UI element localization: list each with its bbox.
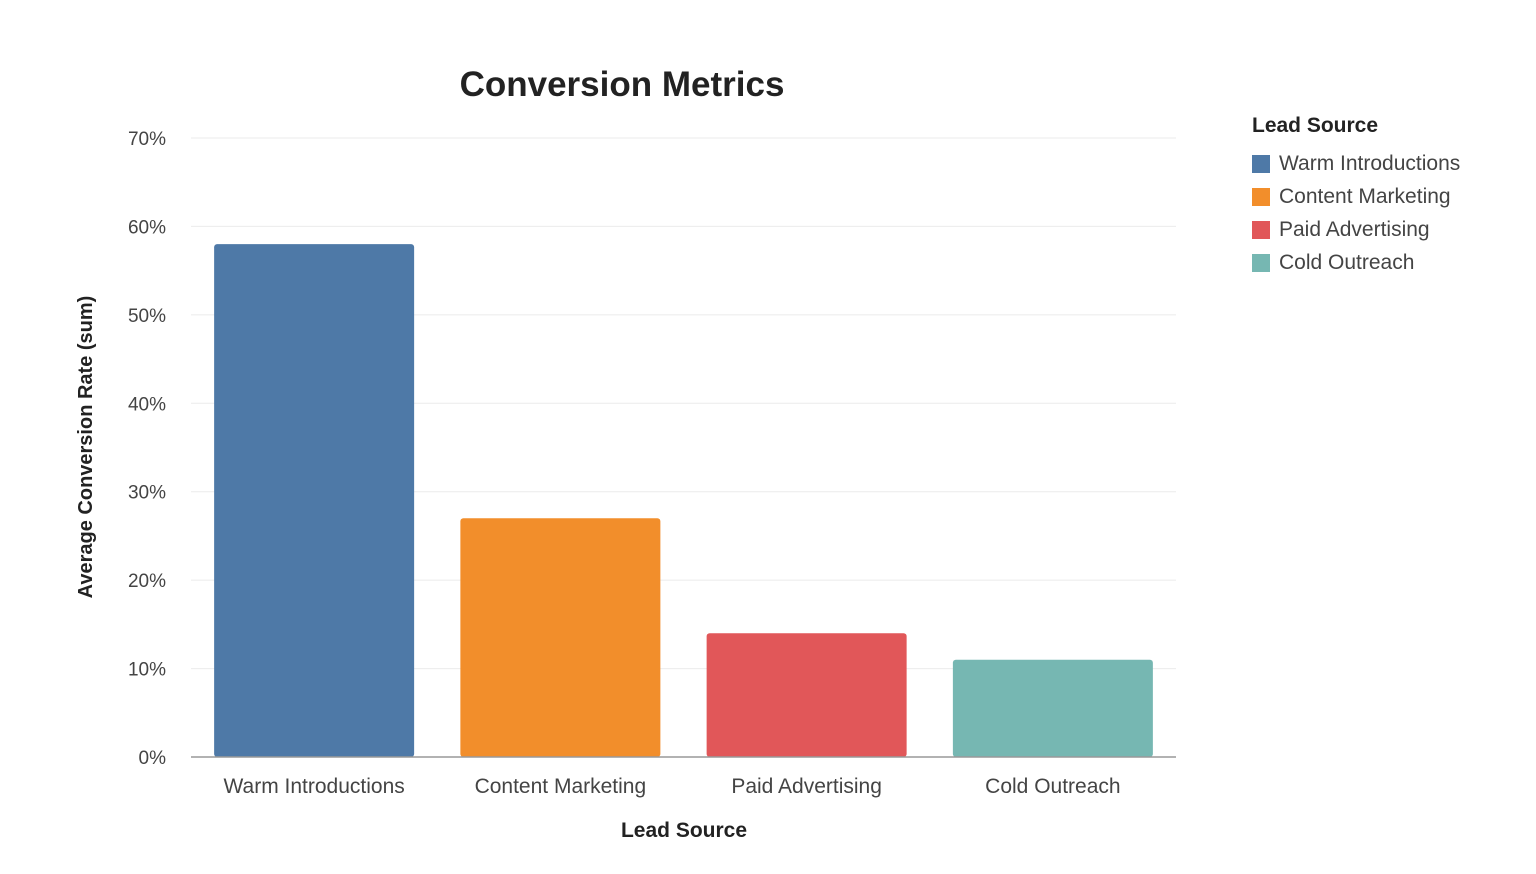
legend-swatch bbox=[1252, 154, 1270, 173]
x-tick-label: Cold Outreach bbox=[985, 775, 1120, 798]
legend-item[interactable]: Content Marketing bbox=[1252, 177, 1460, 216]
y-tick-label: 70% bbox=[128, 129, 166, 150]
legend: Lead Source Warm Introductions Content Ma… bbox=[1252, 114, 1460, 282]
y-tick-label: 10% bbox=[128, 660, 166, 681]
bar-content-marketing[interactable] bbox=[460, 518, 661, 757]
y-tick-label: 20% bbox=[128, 571, 166, 592]
bar-warm-introductions[interactable] bbox=[214, 244, 415, 758]
bar-cold-outreach[interactable] bbox=[952, 659, 1153, 757]
legend-swatch bbox=[1252, 187, 1270, 206]
x-tick-label: Warm Introductions bbox=[223, 775, 404, 798]
legend-swatch bbox=[1252, 253, 1270, 272]
legend-label: Cold Outreach bbox=[1279, 250, 1415, 274]
chart-title: Conversion Metrics bbox=[460, 65, 785, 104]
x-tick-label: Paid Advertising bbox=[731, 775, 882, 798]
y-axis-label: Average Conversion Rate (sum) bbox=[75, 296, 97, 599]
legend-title: Lead Source bbox=[1252, 114, 1379, 137]
y-tick-label: 30% bbox=[128, 483, 166, 504]
legend-item[interactable]: Cold Outreach bbox=[1252, 243, 1460, 282]
legend-label: Paid Advertising bbox=[1279, 217, 1430, 241]
legend-label: Content Marketing bbox=[1279, 184, 1451, 208]
legend-item[interactable]: Paid Advertising bbox=[1252, 210, 1460, 249]
y-tick-label: 50% bbox=[128, 306, 166, 327]
bars bbox=[214, 244, 1153, 758]
y-tick-label: 0% bbox=[139, 748, 167, 769]
bar-paid-advertising[interactable] bbox=[706, 633, 907, 757]
y-axis-ticks: 0% 10% 20% 30% 40% 50% 60% 70% bbox=[128, 129, 166, 769]
x-axis-ticks: Warm Introductions Content Marketing Paid … bbox=[223, 775, 1120, 798]
y-tick-label: 60% bbox=[128, 217, 166, 238]
legend-label: Warm Introductions bbox=[1279, 151, 1461, 175]
legend-item[interactable]: Warm Introductions bbox=[1252, 144, 1460, 183]
x-axis-label: Lead Source bbox=[621, 819, 747, 842]
x-tick-label: Content Marketing bbox=[475, 775, 647, 798]
legend-swatch bbox=[1252, 220, 1270, 239]
y-tick-label: 40% bbox=[128, 394, 166, 415]
